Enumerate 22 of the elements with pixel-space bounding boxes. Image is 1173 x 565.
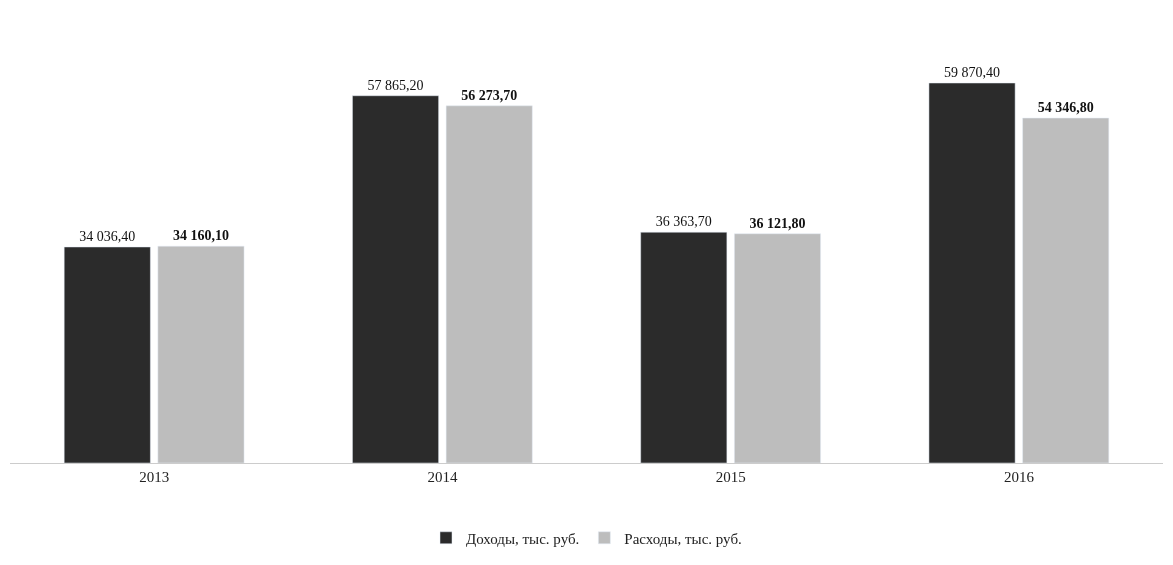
bar: [352, 95, 439, 463]
bar: [640, 231, 728, 463]
bar: [734, 233, 821, 463]
x-tick-label: 2014: [427, 469, 458, 485]
bar: [157, 245, 245, 463]
bar: [1022, 117, 1110, 463]
data-label: 59 870,40: [944, 65, 1001, 80]
legend-label: Доходы, тыс. руб.: [466, 530, 580, 547]
x-tick-label: 2016: [1003, 469, 1035, 485]
legend-label: Расходы, тыс. руб.: [624, 530, 742, 547]
data-label: 34 160,10: [172, 228, 229, 244]
data-label: 34 036,40: [79, 228, 136, 244]
data-label: 54 346,80: [1037, 100, 1094, 116]
bar: [445, 105, 533, 463]
x-tick-label: 2013: [139, 469, 170, 485]
data-label: 56 273,70: [461, 87, 518, 103]
bar: [928, 82, 1016, 463]
bar: [63, 246, 151, 463]
x-tick-label: 2015: [715, 469, 746, 485]
data-label: 57 865,20: [367, 77, 424, 93]
data-label: 36 121,80: [749, 215, 806, 231]
data-label: 36 363,70: [655, 214, 712, 230]
